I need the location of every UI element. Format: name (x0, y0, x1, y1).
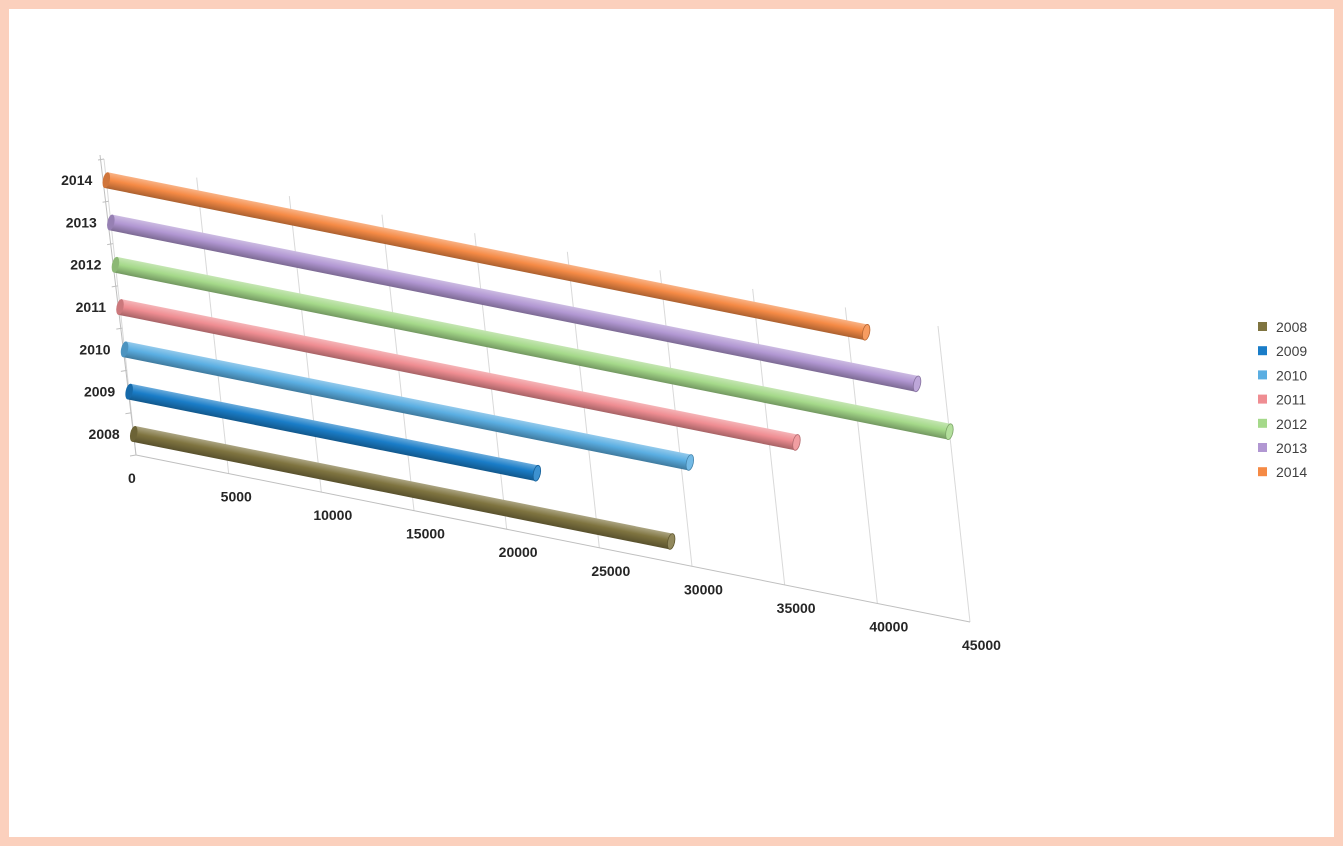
legend-label: 2010 (1276, 367, 1307, 383)
bar-2008 (129, 425, 676, 550)
category-tick-mark (116, 327, 123, 330)
x-tick-label: 10000 (313, 507, 352, 523)
gridline (937, 325, 971, 623)
y-tick-label: 2011 (76, 299, 107, 315)
bar-body (104, 172, 868, 341)
y-tick-label: 2013 (66, 214, 97, 230)
category-tick-mark (125, 412, 132, 415)
legend-swatch (1258, 346, 1267, 356)
y-tick-labels: 2008 2009 2010 2011 2012 2013 2014 (61, 172, 120, 442)
y-tick-label: 2014 (61, 172, 92, 188)
category-tick-mark (120, 369, 127, 372)
bar-start-cap (107, 214, 115, 231)
bar-end-cap (532, 464, 542, 482)
legend-label: 2011 (1276, 392, 1306, 408)
category-tick-mark (129, 454, 137, 457)
bar-body (132, 426, 673, 550)
legend-swatch (1258, 467, 1267, 477)
y-tick-label: 2012 (70, 257, 101, 273)
legend-swatch (1258, 370, 1267, 380)
bar-body (109, 214, 919, 392)
legend-swatch (1258, 418, 1267, 428)
x-tick-label: 20000 (499, 544, 538, 560)
bar-2014 (102, 172, 871, 341)
bar-start-cap (125, 383, 133, 400)
bar-start-cap (102, 172, 111, 189)
legend-label: 2008 (1276, 319, 1307, 335)
bar-body (123, 341, 692, 471)
bar-start-cap (111, 256, 120, 273)
legend: 2008 2009 2010 2011 2012 2013 2014 (1258, 319, 1307, 480)
bar-body (113, 256, 951, 440)
category-tick-mark (102, 200, 109, 203)
legend-swatch (1258, 443, 1267, 452)
x-tick-label: 30000 (684, 581, 723, 597)
y-tick-label: 2008 (89, 426, 120, 442)
bar-start-cap (120, 341, 129, 358)
bars (102, 172, 954, 550)
y-tick-label: 2009 (84, 384, 115, 400)
bar-end-cap (667, 533, 676, 550)
legend-swatch (1258, 322, 1267, 331)
legend-label: 2013 (1276, 440, 1307, 456)
x-tick-label: 0 (128, 470, 136, 486)
bar-end-cap (912, 375, 922, 393)
bar-body (118, 299, 799, 451)
bar-body (127, 383, 539, 482)
value-axis-line (135, 454, 971, 623)
legend-label: 2014 (1276, 464, 1307, 480)
x-tick-label: 25000 (591, 563, 630, 579)
category-tick-mark (111, 285, 118, 288)
category-tick-mark (97, 158, 105, 161)
bar-2009 (125, 383, 542, 482)
legend-swatch (1258, 394, 1267, 404)
x-tick-label: 5000 (221, 489, 252, 505)
x-tick-label: 35000 (777, 600, 816, 616)
bar-2011 (116, 299, 801, 451)
chart-frame: 0 5000 10000 15000 20000 25000 30000 35000 40000… (9, 9, 1334, 837)
y-tick-label: 2010 (79, 341, 110, 357)
bar-chart: 0 5000 10000 15000 20000 25000 30000 35000 40000… (61, 154, 1307, 653)
bar-start-cap (116, 299, 124, 315)
bar-end-cap (792, 434, 801, 451)
legend-label: 2009 (1276, 343, 1307, 359)
bar-end-cap (685, 454, 695, 471)
x-tick-labels: 0 5000 10000 15000 20000 25000 30000 35000 40000… (128, 470, 1001, 653)
gridline (844, 307, 878, 604)
bar-2010 (120, 341, 695, 471)
x-tick-label: 15000 (406, 526, 445, 542)
bar-2012 (111, 256, 954, 440)
bar-2013 (107, 214, 922, 393)
bar-end-cap (945, 423, 954, 440)
bar-end-cap (861, 324, 871, 341)
category-tick-mark (107, 243, 114, 246)
bar-start-cap (129, 425, 138, 442)
legend-label: 2012 (1276, 416, 1307, 432)
x-tick-label: 45000 (962, 637, 1001, 653)
x-tick-label: 40000 (869, 618, 908, 634)
